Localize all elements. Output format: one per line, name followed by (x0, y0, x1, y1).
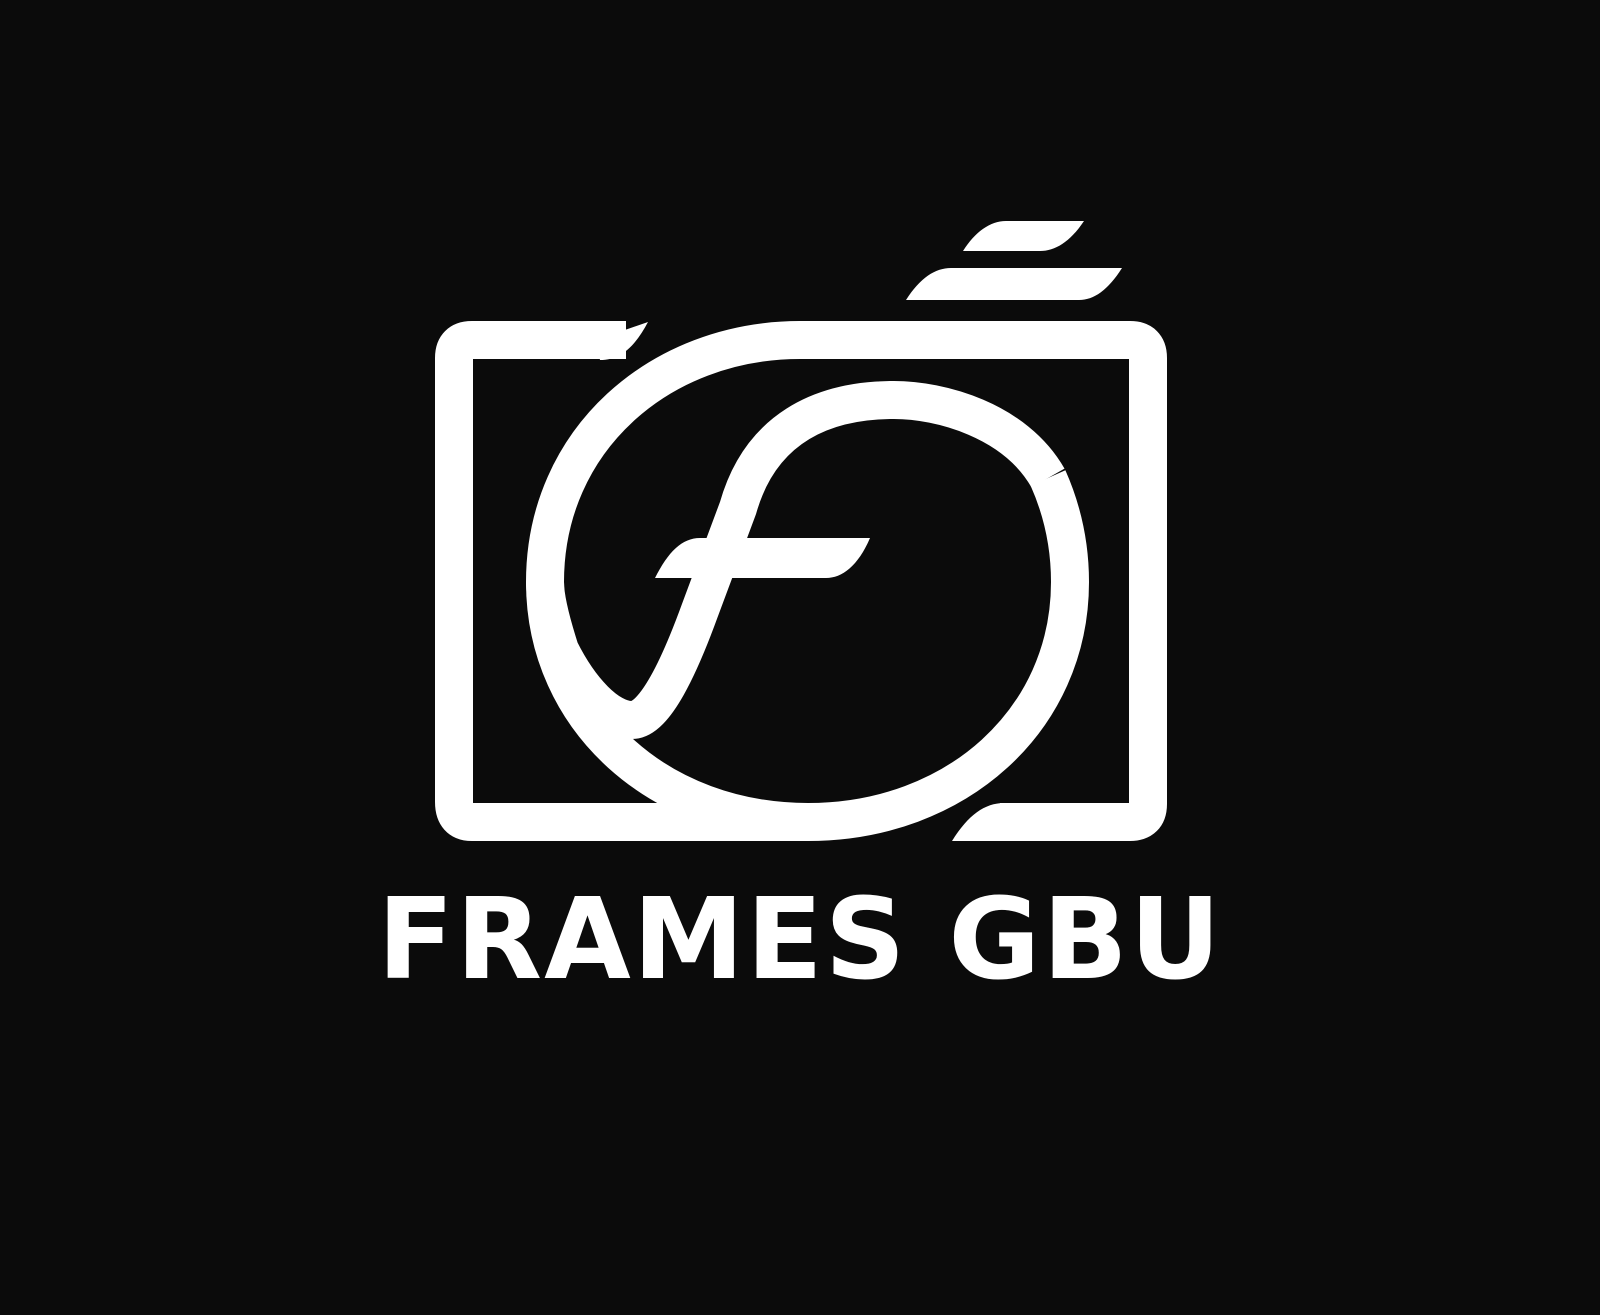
lens-outer-ring (526, 321, 1089, 841)
frame-top-tab (596, 322, 648, 360)
letter-f-loop (526, 381, 1065, 739)
camera-body-frame (435, 321, 1167, 841)
letter-f-crossbar (655, 538, 870, 578)
flash-strip-lower (906, 268, 1122, 300)
brand-name: FRAMES GBU (377, 875, 1223, 1005)
flash-strip-upper (963, 221, 1084, 251)
